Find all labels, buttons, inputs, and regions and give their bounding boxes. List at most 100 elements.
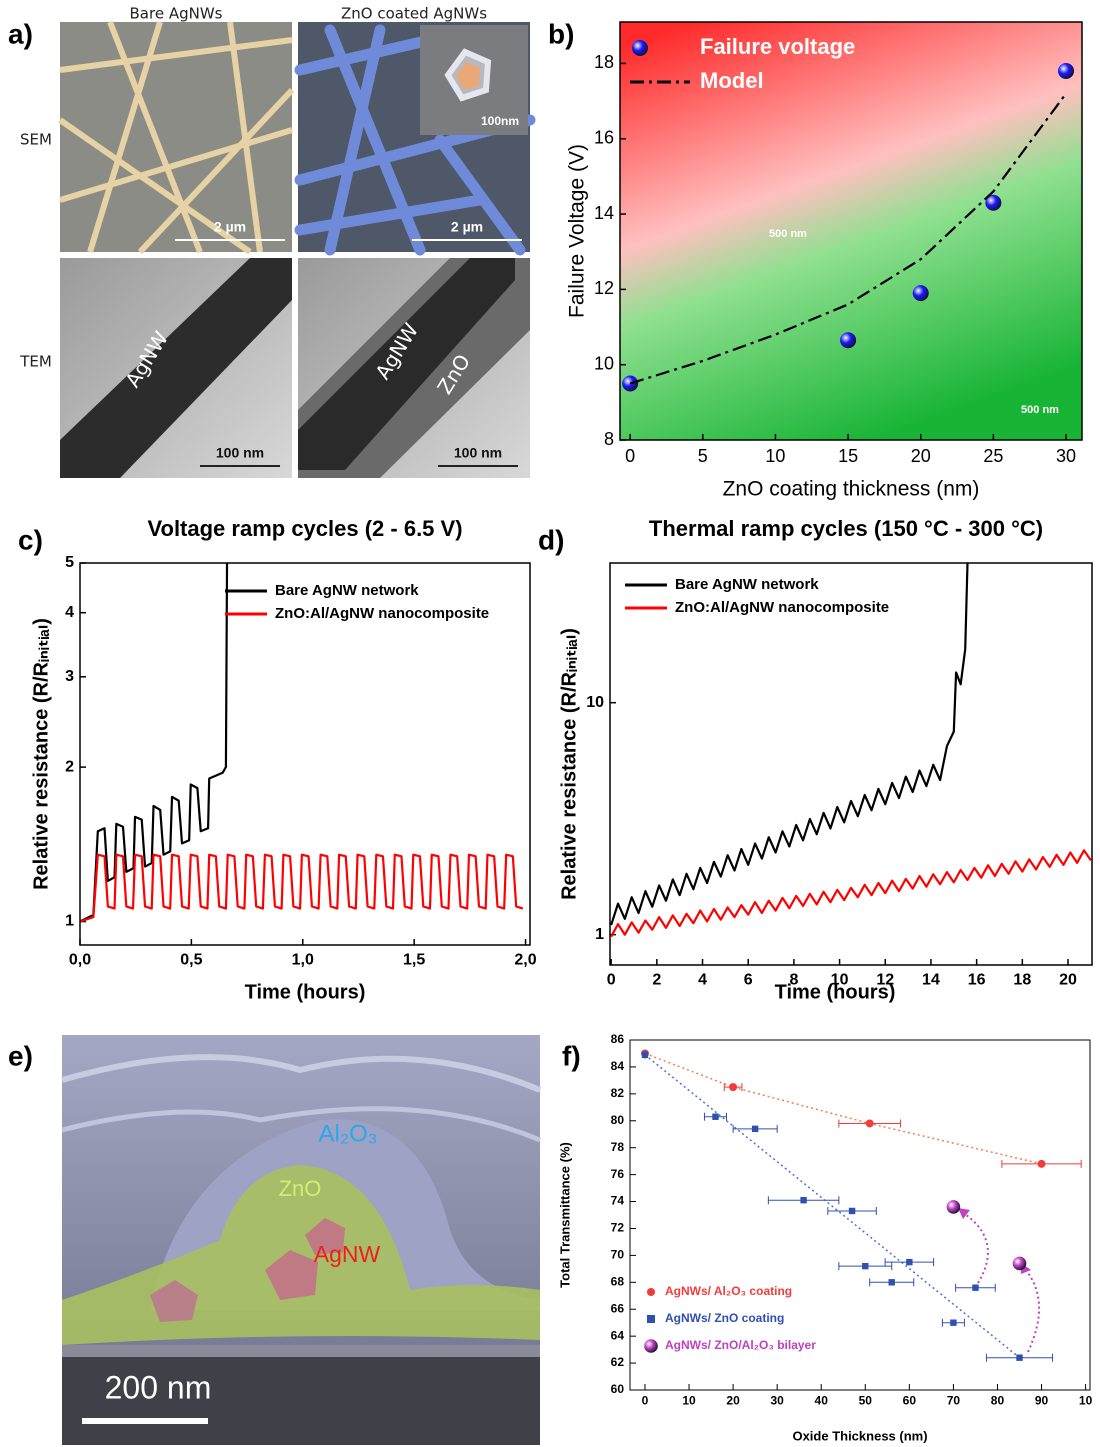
series-line [79, 853, 524, 923]
panel-label: d) [538, 524, 564, 555]
y-tick-label: 62 [611, 1355, 625, 1369]
y-tick-label: 76 [611, 1167, 625, 1181]
scale-bar-label: 200 nm [105, 1369, 212, 1405]
legend-marker [647, 1288, 655, 1296]
y-tick-label: 72 [611, 1221, 625, 1235]
substrate-edge [62, 1345, 540, 1357]
agnw-section [265, 1250, 318, 1300]
legend-marker [644, 1339, 658, 1353]
y-tick-label: 1 [65, 913, 74, 930]
scale-bar-label: 100 nm [216, 445, 264, 461]
chart-title: Thermal ramp cycles (150 °C - 300 °C) [649, 516, 1043, 541]
row-label: TEM [19, 353, 52, 371]
x-axis-label: ZnO coating thickness (nm) [723, 478, 980, 501]
marker [865, 1119, 874, 1128]
scale-bar-label: 2 µm [451, 219, 483, 235]
annotation: 500 nm [1021, 404, 1059, 416]
tem-image-bare: AgNW 100 nm [60, 258, 292, 478]
series-line [629, 92, 1067, 385]
legend-label: Bare AgNW network [675, 576, 819, 593]
y-tick-label: 16 [594, 127, 614, 147]
panel-label: b) [548, 18, 574, 49]
marker [985, 194, 1002, 211]
x-tick-label: 30 [1056, 446, 1076, 466]
marker [972, 1284, 979, 1291]
x-tick-label: 25 [983, 446, 1003, 466]
row-label: SEM [20, 131, 52, 149]
marker [751, 1125, 759, 1133]
legend-marker [647, 1315, 655, 1323]
layer-label: ZnO [279, 1176, 322, 1201]
legend-label: Model [700, 68, 764, 93]
panel-label: a) [8, 18, 33, 49]
y-tick-label: 1 [595, 926, 604, 943]
legend-label: Failure voltage [700, 34, 855, 59]
wire [324, 24, 386, 256]
marker [1037, 1159, 1046, 1168]
x-tick-label: 0 [607, 971, 616, 988]
y-tick-label: 86 [611, 1032, 625, 1046]
y-tick-label: 60 [611, 1382, 625, 1396]
marker [950, 1319, 957, 1326]
legend-label: AgNWs/ ZnO coating [665, 1311, 784, 1325]
x-tick-label: 16 [968, 971, 986, 988]
annotation: 500 nm [769, 228, 807, 240]
x-axis-label: Time (hours) [245, 981, 366, 1003]
marker [1016, 1354, 1023, 1361]
layer-label: AgNW [314, 1241, 381, 1267]
x-tick-label: 20 [911, 446, 931, 466]
x-tick-label: 2 [652, 971, 661, 988]
y-tick-label: 82 [611, 1086, 625, 1100]
arrow [961, 1211, 989, 1284]
legend-label: ZnO:Al/AgNW nanocomposite [675, 599, 889, 616]
y-axis-label: Failure Voltage (V) [566, 144, 589, 318]
agnw-section [305, 1218, 345, 1255]
sem-image-coated: 100nm 2 µm [294, 22, 536, 256]
x-tick-label: 10 [765, 446, 785, 466]
x-tick-label: 1,5 [403, 951, 425, 968]
panel-label: e) [8, 1040, 33, 1071]
x-tick-label: 10 [682, 1394, 696, 1408]
nanowire [298, 258, 515, 470]
substrate [62, 1345, 540, 1445]
plot-frame [609, 562, 1093, 966]
x-tick-label: 90 [1035, 1394, 1049, 1408]
series-line [644, 1054, 1020, 1359]
texture [61, 1106, 541, 1143]
x-tick-label: 40 [815, 1394, 829, 1408]
x-tick-label: 0,0 [69, 951, 91, 968]
marker [641, 1051, 649, 1059]
x-tick-label: 5 [698, 446, 708, 466]
series-line [79, 562, 229, 923]
x-tick-label: 50 [859, 1394, 873, 1408]
x-tick-label: 8 [789, 971, 798, 988]
y-tick-label: 18 [594, 52, 614, 72]
arrow [1023, 1267, 1040, 1353]
layer-label: Al₂O₃ [318, 1120, 377, 1147]
y-tick-label: 5 [65, 554, 74, 571]
panel-label: c) [18, 524, 43, 555]
marker [888, 1279, 895, 1286]
y-tick-label: 80 [611, 1113, 625, 1127]
legend-label: AgNWs/ Al₂O₃ coating [665, 1284, 792, 1298]
x-tick-label: 80 [991, 1394, 1005, 1408]
plot-frame [79, 562, 531, 946]
x-tick-label: 0,5 [180, 951, 202, 968]
chart-title: Voltage ramp cycles (2 - 6.5 V) [147, 516, 462, 541]
y-tick-label: 10 [586, 694, 604, 711]
legend-label: Bare AgNW network [275, 582, 419, 599]
y-axis-label: Relative resistance (R/Rᵢₙᵢₜᵢₐₗ) [558, 628, 580, 900]
tem-image-coated: AgNW ZnO 100 nm [298, 258, 530, 478]
x-tick-label: 20 [1059, 971, 1077, 988]
arrow-head [958, 1208, 970, 1219]
panel-label: f) [562, 1040, 581, 1071]
marker [912, 285, 929, 302]
scale-bar-label: 2 µm [214, 219, 246, 235]
x-tick-label: 70 [947, 1394, 961, 1408]
bilayer-arrows [961, 1211, 1040, 1353]
y-tick-label: 3 [65, 668, 74, 685]
marker [729, 1083, 738, 1092]
y-tick-label: 2 [65, 758, 74, 775]
